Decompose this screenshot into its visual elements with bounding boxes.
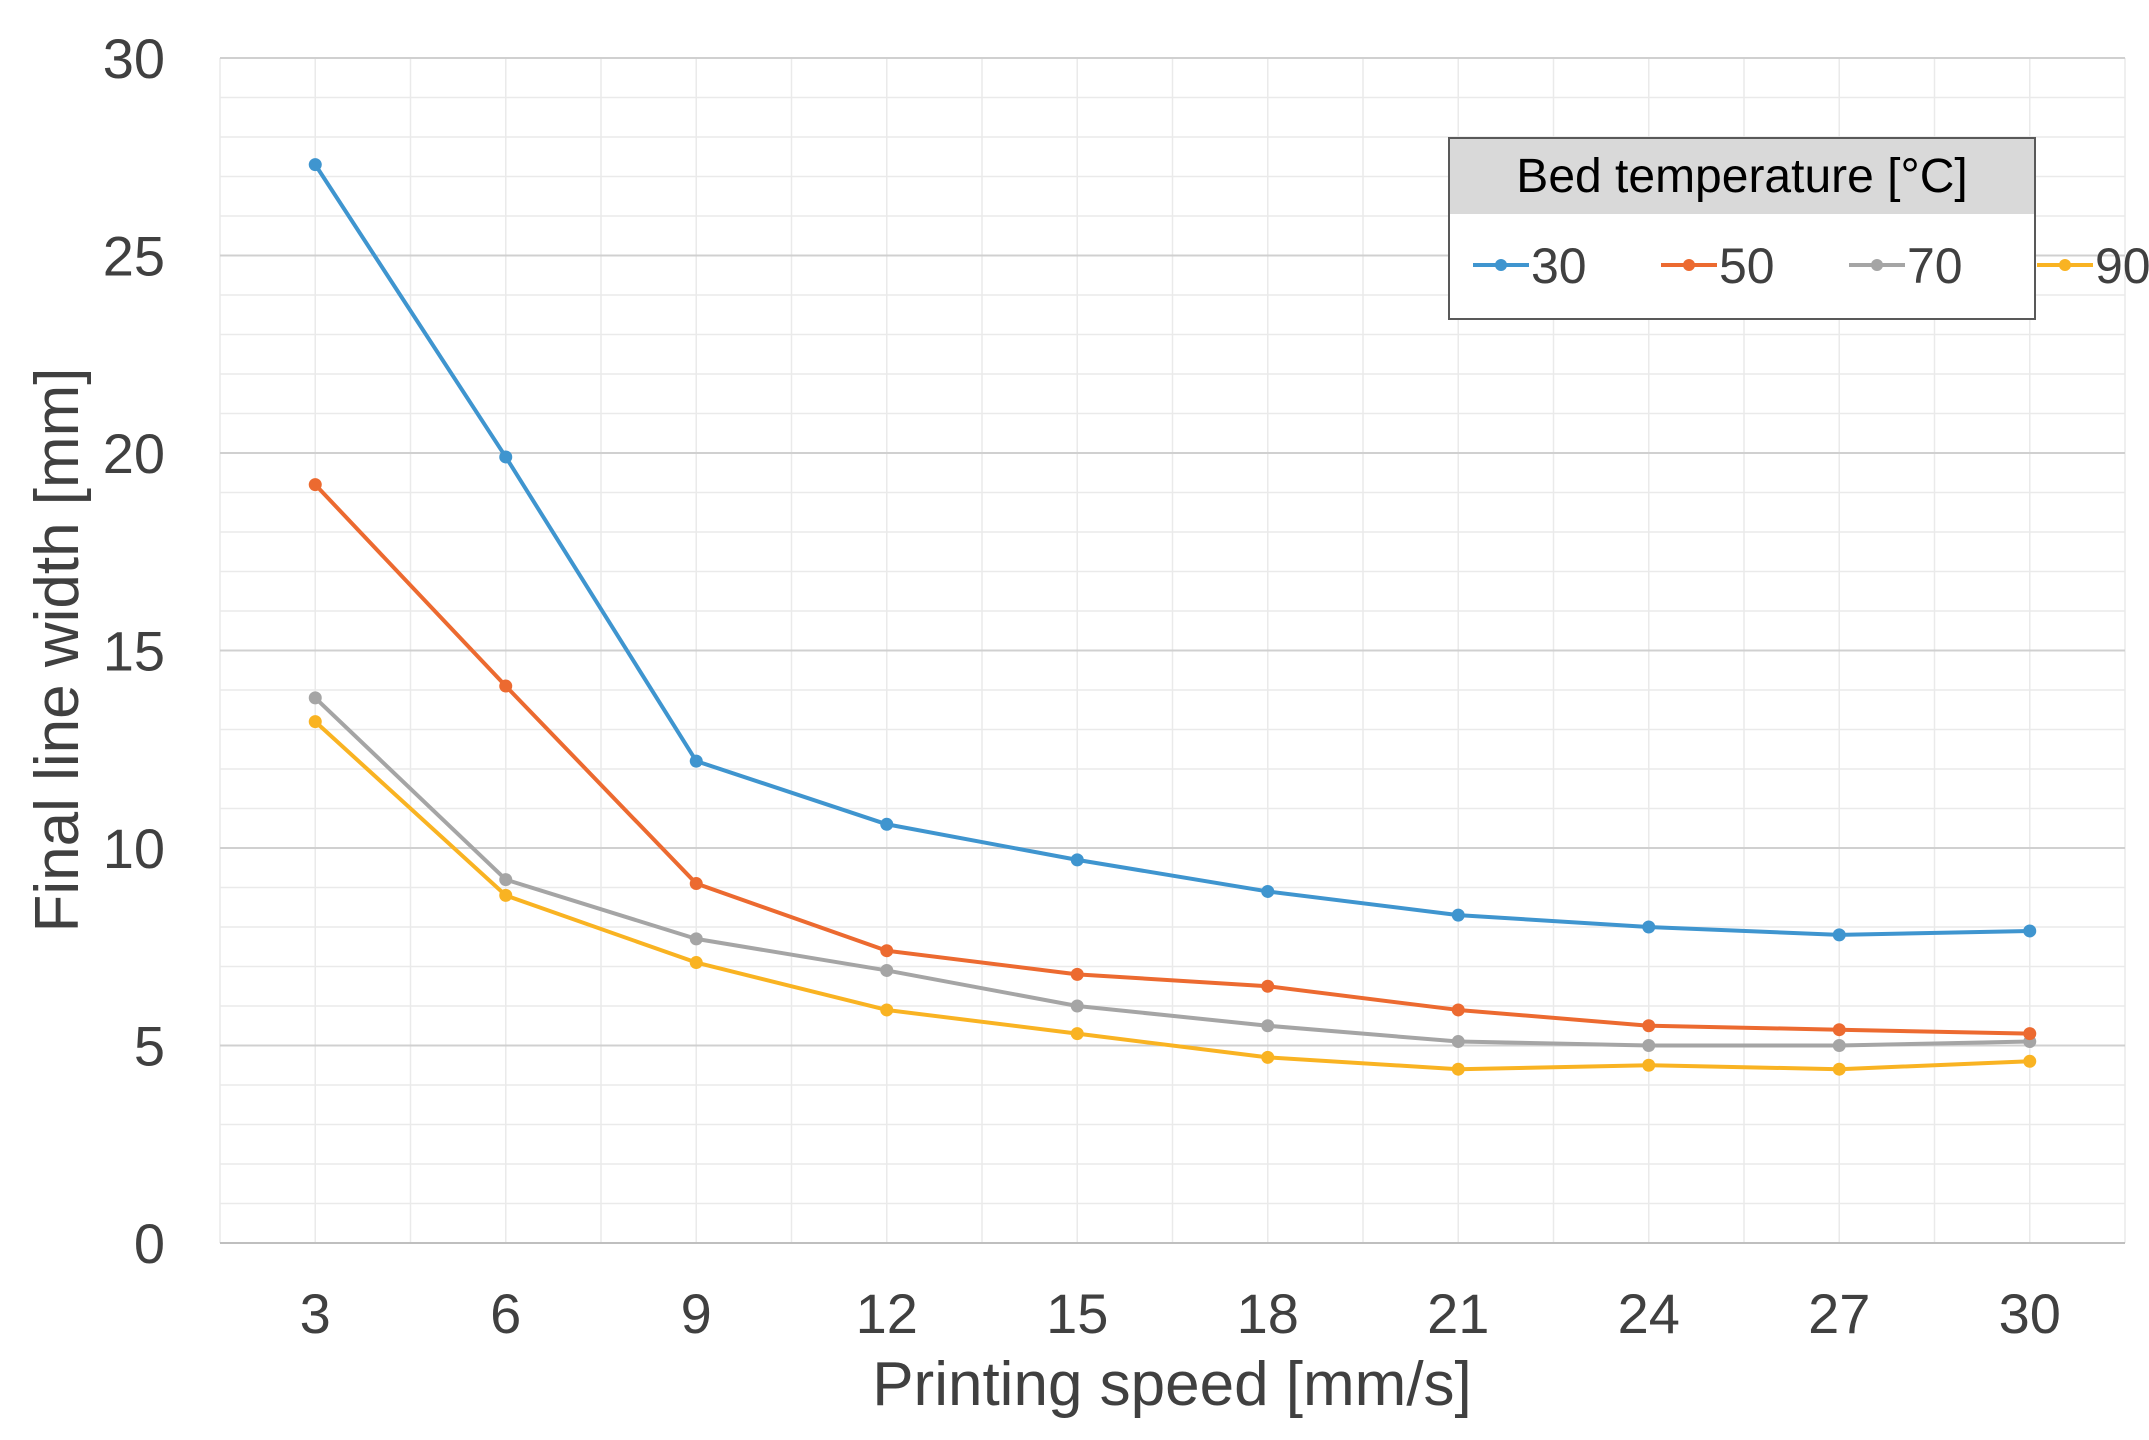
series-30 bbox=[308, 158, 2037, 942]
legend-entry-50: 50 bbox=[1661, 238, 1775, 294]
series-90 bbox=[308, 715, 2037, 1076]
legend-label: 30 bbox=[1531, 238, 1587, 294]
legend-swatch-marker bbox=[1683, 259, 1695, 271]
legend: Bed temperature [°C] 30 50 70 90 bbox=[1448, 137, 2149, 320]
legend-title: Bed temperature [°C] bbox=[1516, 150, 1967, 203]
x-axis-title: Printing speed [mm/s] bbox=[872, 1350, 1472, 1419]
data-point-70 bbox=[1261, 1019, 1275, 1033]
legend-swatch-marker bbox=[2059, 259, 2071, 271]
data-point-50 bbox=[1642, 1019, 1656, 1033]
x-tick-label: 15 bbox=[1046, 1282, 1108, 1345]
legend-label: 70 bbox=[1907, 238, 1963, 294]
x-tick-label: 24 bbox=[1618, 1282, 1680, 1345]
series-line-90 bbox=[313, 719, 2032, 1072]
data-point-70 bbox=[499, 873, 513, 887]
legend-swatch-marker bbox=[1495, 259, 1507, 271]
series-layer bbox=[308, 158, 2037, 1076]
series-line-50 bbox=[313, 482, 2032, 1036]
data-point-70 bbox=[1070, 999, 1084, 1013]
data-point-30 bbox=[1451, 908, 1465, 922]
data-point-30 bbox=[1070, 853, 1084, 867]
data-point-50 bbox=[2023, 1027, 2037, 1041]
series-50 bbox=[308, 478, 2037, 1041]
data-point-50 bbox=[1832, 1023, 1846, 1037]
y-tick-label: 0 bbox=[134, 1212, 165, 1275]
data-point-70 bbox=[880, 963, 894, 977]
data-point-70 bbox=[308, 691, 322, 705]
series-line-30 bbox=[313, 162, 2032, 937]
x-tick-label: 3 bbox=[300, 1282, 331, 1345]
data-point-90 bbox=[1070, 1027, 1084, 1041]
data-point-70 bbox=[689, 932, 703, 946]
data-point-90 bbox=[880, 1003, 894, 1017]
legend-entry-70: 70 bbox=[1849, 238, 1963, 294]
y-tick-labels: 0 5 10 15 20 25 30 bbox=[103, 27, 165, 1275]
y-tick-label: 30 bbox=[103, 27, 165, 90]
data-point-70 bbox=[1451, 1035, 1465, 1049]
data-point-90 bbox=[1642, 1058, 1656, 1072]
data-point-90 bbox=[1261, 1050, 1275, 1064]
series-70 bbox=[308, 691, 2037, 1052]
data-point-90 bbox=[308, 715, 322, 729]
data-point-50 bbox=[689, 877, 703, 891]
data-point-90 bbox=[1451, 1062, 1465, 1076]
data-point-30 bbox=[499, 450, 513, 464]
x-tick-label: 27 bbox=[1808, 1282, 1870, 1345]
data-point-50 bbox=[1451, 1003, 1465, 1017]
x-tick-label: 9 bbox=[681, 1282, 712, 1345]
y-tick-label: 20 bbox=[103, 422, 165, 485]
legend-swatch-marker bbox=[1871, 259, 1883, 271]
data-point-90 bbox=[689, 956, 703, 970]
data-point-30 bbox=[1261, 884, 1275, 898]
data-point-90 bbox=[1832, 1062, 1846, 1076]
x-tick-label: 21 bbox=[1427, 1282, 1489, 1345]
data-point-70 bbox=[1642, 1039, 1656, 1052]
y-tick-label: 5 bbox=[134, 1015, 165, 1078]
legend-entry-30: 30 bbox=[1473, 238, 1587, 294]
data-point-50 bbox=[1070, 967, 1084, 981]
data-point-30 bbox=[1642, 920, 1656, 934]
y-axis-title: Final line width [mm] bbox=[23, 367, 92, 932]
legend-entry-90: 90 bbox=[2037, 238, 2149, 294]
data-point-30 bbox=[308, 158, 322, 172]
data-point-30 bbox=[1832, 928, 1846, 942]
data-point-30 bbox=[2023, 924, 2037, 938]
data-point-50 bbox=[880, 944, 894, 958]
x-tick-label: 6 bbox=[490, 1282, 521, 1345]
y-tick-label: 25 bbox=[103, 225, 165, 288]
data-point-90 bbox=[499, 888, 513, 902]
y-tick-label: 15 bbox=[103, 620, 165, 683]
legend-label: 90 bbox=[2095, 238, 2149, 294]
data-point-50 bbox=[1261, 979, 1275, 993]
legend-label: 50 bbox=[1719, 238, 1775, 294]
y-tick-label: 10 bbox=[103, 817, 165, 880]
x-tick-labels: 3 6 9 12 15 18 21 24 27 30 bbox=[300, 1282, 2061, 1345]
data-point-30 bbox=[880, 817, 894, 831]
data-point-70 bbox=[1832, 1039, 1846, 1052]
legend-title-background bbox=[1450, 139, 2034, 214]
series-line-70 bbox=[313, 695, 2032, 1048]
x-tick-label: 18 bbox=[1237, 1282, 1299, 1345]
data-point-90 bbox=[2023, 1054, 2037, 1068]
data-point-50 bbox=[499, 679, 513, 693]
data-point-30 bbox=[689, 754, 703, 768]
legend-entries: 30 50 70 90 bbox=[1473, 238, 2149, 294]
data-point-50 bbox=[308, 478, 322, 492]
x-tick-label: 12 bbox=[856, 1282, 918, 1345]
x-tick-label: 30 bbox=[1999, 1282, 2061, 1345]
